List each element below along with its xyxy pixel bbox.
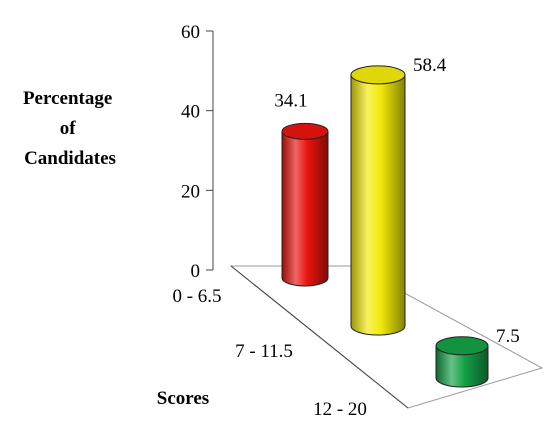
x-axis-line (230, 265, 409, 409)
y-tick-label: 60 (181, 22, 200, 43)
y-tick-label: 20 (181, 181, 200, 202)
bar-value-label: 58.4 (413, 55, 447, 76)
category-label: 0 - 6.5 (172, 286, 221, 307)
bar-value-label: 7.5 (496, 326, 520, 347)
category-labels-group: 0 - 6.5 7 - 11.5 12 - 20 (172, 286, 366, 420)
bar-body (435, 345, 489, 388)
bar-0 (281, 122, 329, 287)
bar-top-cap (281, 122, 329, 140)
bar-value-label: 34.1 (274, 90, 307, 111)
bars-group (281, 65, 489, 388)
y-axis-title: Percentage of Candidates (23, 88, 117, 169)
bar-body (350, 74, 406, 336)
category-label: 7 - 11.5 (235, 341, 293, 362)
y-axis-title-line-2: of (60, 118, 77, 139)
y-axis-title-line-3: Candidates (24, 148, 116, 169)
bar-2 (435, 336, 489, 388)
category-label: 12 - 20 (313, 399, 367, 420)
x-axis-title: Scores (157, 388, 209, 409)
bar-body (281, 130, 329, 287)
bar-1 (350, 65, 406, 336)
y-axis-ticks: 0 20 40 60 (181, 22, 213, 282)
bar-top-cap (350, 65, 406, 85)
y-axis-title-line-1: Percentage (23, 88, 112, 109)
value-labels-group: 34.1 58.4 7.5 (274, 55, 519, 347)
y-tick-label: 0 (191, 261, 201, 282)
bar-top-cap (435, 336, 489, 356)
y-tick-label: 40 (181, 102, 200, 123)
